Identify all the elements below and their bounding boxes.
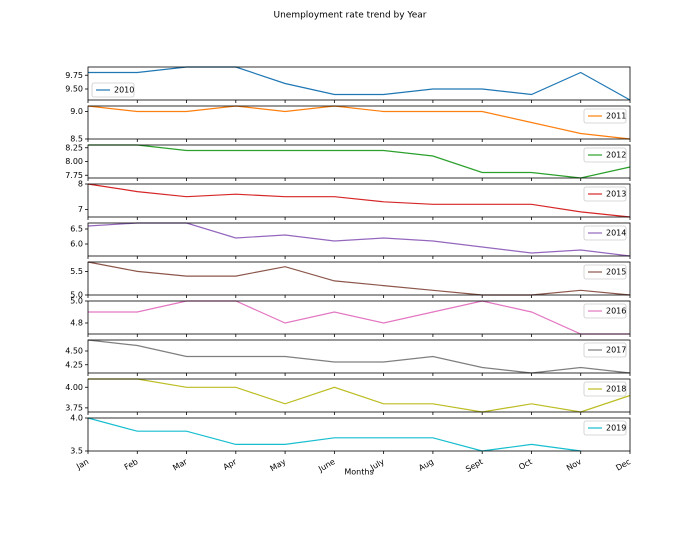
legend-label: 2016 — [606, 307, 626, 316]
legend-box — [583, 420, 627, 436]
data-line — [87, 222, 631, 257]
axes-frame — [87, 105, 631, 140]
y-tick-label: 8.25 — [65, 143, 83, 152]
legend-box — [583, 108, 627, 124]
y-tick-label: 8.00 — [65, 157, 83, 166]
legend-label: 2015 — [606, 268, 626, 277]
axes-frame — [87, 144, 631, 179]
legend-label: 2010 — [114, 86, 134, 95]
chart-title: Unemployment rate trend by Year — [274, 11, 427, 21]
x-tick-label: Oct — [517, 457, 533, 472]
axes-frame — [87, 261, 631, 296]
y-tick-label: 4.00 — [65, 383, 83, 392]
legend-box — [583, 264, 627, 280]
legend-box — [583, 147, 627, 163]
legend-label: 2014 — [606, 229, 626, 238]
y-tick-label: 7 — [78, 205, 83, 214]
x-tick-label: May — [269, 457, 288, 473]
y-tick-label: 5.5 — [70, 267, 83, 276]
data-line — [87, 339, 631, 374]
axes-frame — [87, 339, 631, 374]
y-tick-label: 6.5 — [70, 225, 83, 234]
x-tick-label: Apr — [222, 457, 239, 472]
legend-label: 2013 — [606, 190, 626, 199]
axes-frame — [87, 222, 631, 257]
y-tick-label: 9.50 — [65, 85, 83, 94]
data-line — [88, 300, 630, 335]
x-tick-label: Feb — [123, 457, 140, 472]
legend-label: 2017 — [606, 346, 626, 355]
x-tick-label: Nov — [565, 457, 583, 473]
data-line — [87, 261, 631, 296]
y-tick-label: 4.25 — [65, 360, 83, 369]
y-tick-label: 3.5 — [70, 447, 83, 456]
x-tick-label: June — [316, 457, 337, 474]
axes-frame — [87, 417, 631, 452]
x-axis-label: Months — [344, 468, 373, 477]
y-tick-label: 9.75 — [65, 71, 83, 80]
y-tick-label: 6.0 — [70, 240, 83, 249]
axes-frame — [87, 183, 631, 218]
x-tick-label: Mar — [171, 457, 189, 473]
x-tick-label: Sept — [464, 457, 484, 474]
axes-frame — [87, 66, 631, 101]
legend-label: 2018 — [606, 385, 626, 394]
legend-box — [583, 342, 627, 358]
legend-box — [583, 186, 627, 202]
legend-box — [583, 225, 627, 241]
y-tick-label: 8 — [78, 180, 83, 189]
y-tick-label: 7.75 — [65, 171, 83, 180]
y-tick-label: 4.8 — [70, 319, 83, 328]
data-line — [88, 66, 631, 101]
legend-box — [583, 303, 627, 319]
data-line — [87, 183, 631, 218]
axes-frame — [87, 378, 631, 413]
legend-label: 2012 — [606, 151, 626, 160]
y-tick-label: 9.0 — [70, 107, 83, 116]
data-line — [87, 417, 581, 452]
legend-label: 2019 — [606, 424, 626, 433]
y-tick-label: 3.75 — [65, 403, 83, 412]
y-tick-label: 5.0 — [70, 291, 83, 300]
legend-box — [91, 82, 135, 98]
x-tick-label: Aug — [417, 457, 435, 473]
x-tick-label: Dec — [614, 457, 632, 473]
x-tick-label: Jan — [74, 457, 90, 471]
legend-label: 2011 — [606, 112, 626, 121]
data-line — [88, 144, 631, 179]
legend-box — [583, 381, 627, 397]
y-tick-label: 4.50 — [65, 347, 83, 356]
axes-frame — [87, 300, 631, 335]
y-tick-label: 8.5 — [70, 135, 83, 144]
data-line — [88, 378, 631, 413]
y-tick-label: 4.0 — [70, 414, 83, 423]
y-tick-label: 5.0 — [70, 297, 83, 306]
data-line — [87, 105, 631, 140]
